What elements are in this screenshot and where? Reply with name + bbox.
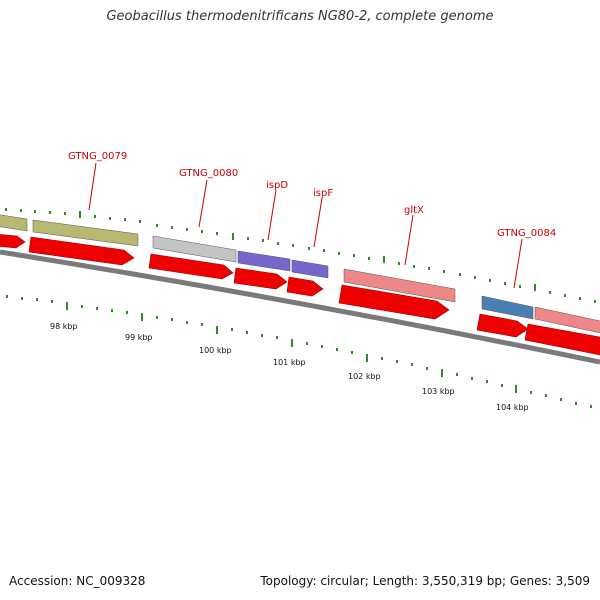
ruler-label-98-kbp: 98 kbp [50,322,78,331]
gene-label-ispd: ispD [266,180,288,191]
ruler-label-102-kbp: 102 kbp [348,372,381,381]
gene-label-gtng-0080: GTNG_0080 [179,168,238,179]
gene-label-gtng-0084: GTNG_0084 [497,228,556,239]
gene-features [0,214,600,334]
gene-feature-gtng-0080[interactable] [152,235,237,263]
gene-label-gltx: gltX [404,205,424,216]
gene-label-gtng-0079: GTNG_0079 [68,151,127,162]
arrow-0078 [0,234,26,249]
arrow-0079 [28,236,135,266]
arrow-0085 [524,323,600,356]
gene-feature-gltx[interactable] [343,268,456,303]
map-title: Geobacillus thermodenitrificans NG80-2, … [106,9,494,24]
forward-strand-arrows [0,234,600,356]
gene-feature-gtng-0079[interactable] [32,219,139,247]
genome-stats-text: Topology: circular; Length: 3,550,319 bp… [260,574,590,588]
ruler-label-100-kbp: 100 kbp [199,346,232,355]
gene-feature-gtng-0084[interactable] [481,295,534,320]
arrow-0080 [148,253,234,280]
gene-feature-ispf[interactable] [291,259,329,279]
gene-feature-gtng-0078[interactable] [0,214,28,232]
ruler-label-101-kbp: 101 kbp [273,358,306,367]
ruler-label-99-kbp: 99 kbp [125,333,153,342]
ruler-label-104-kbp: 104 kbp [496,403,529,412]
ruler-label-103-kbp: 103 kbp [422,387,455,396]
ruler-ticks [6,295,592,408]
label-leaders [88,162,523,289]
arrow-ispd [233,267,288,290]
arrow-0084 [476,313,529,338]
gene-label-ispf: ispF [313,188,333,199]
arrow-gltx [338,284,450,320]
gene-feature-ispd[interactable] [237,250,291,272]
accession-text: Accession: NC_009328 [9,574,146,588]
gene-feature-gtng-0085[interactable] [534,306,600,334]
outer-tick-row [5,208,596,303]
arrow-ispf [286,276,324,297]
genome-backbone [0,249,600,365]
